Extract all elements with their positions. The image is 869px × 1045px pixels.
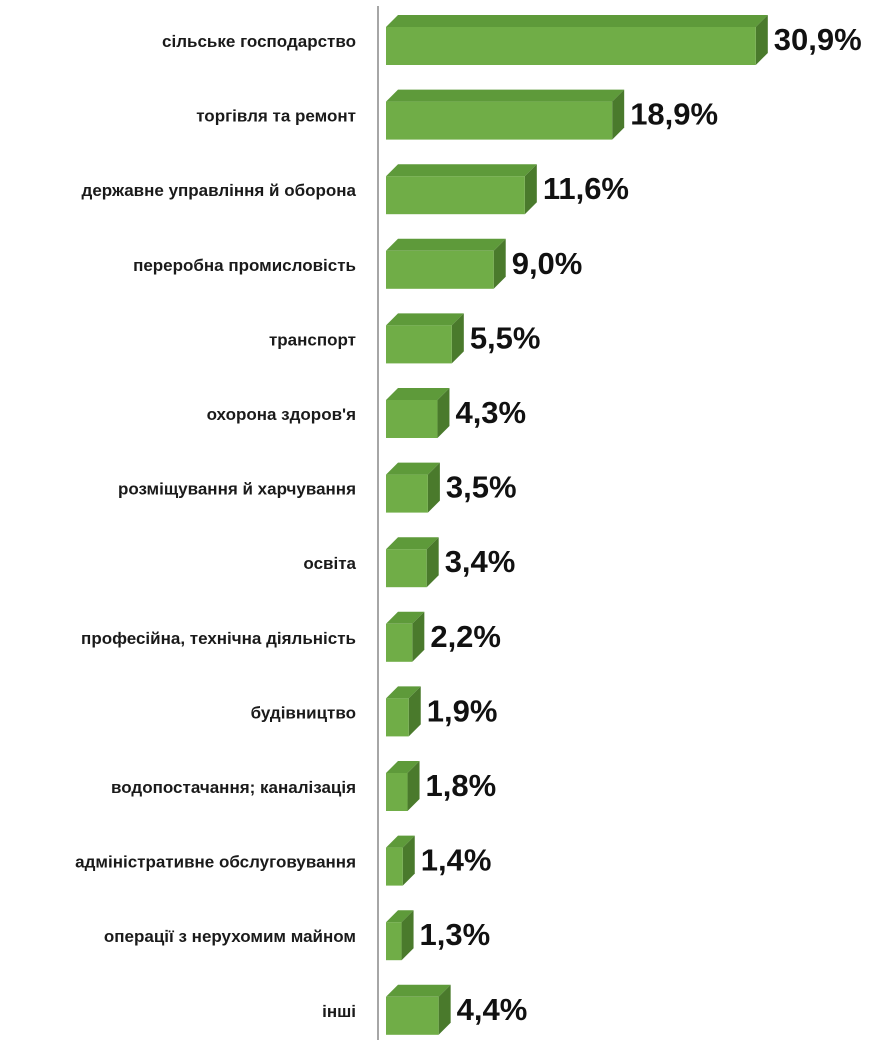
bar-top-face bbox=[386, 984, 451, 997]
bar-group bbox=[386, 910, 414, 961]
category-label: будівництво bbox=[251, 703, 356, 722]
value-label: 3,5% bbox=[446, 470, 517, 505]
bar-group bbox=[386, 611, 425, 662]
bars-layer bbox=[386, 15, 768, 1035]
category-label: професійна, технічна діяльність bbox=[81, 629, 356, 648]
value-label: 4,3% bbox=[455, 395, 526, 430]
bar-top-face bbox=[386, 89, 625, 102]
value-label: 5,5% bbox=[470, 320, 541, 355]
bar bbox=[386, 922, 402, 961]
labels-layer: сільське господарство 30,9% торгівля та ре… bbox=[75, 22, 862, 1027]
bar-side-face bbox=[755, 15, 768, 65]
bar-group bbox=[386, 835, 415, 886]
bar bbox=[386, 996, 439, 1035]
bar-top-face bbox=[386, 313, 464, 326]
bar bbox=[386, 250, 494, 289]
bar-side-face bbox=[524, 164, 537, 215]
bar bbox=[386, 623, 413, 662]
bar-group bbox=[386, 15, 768, 65]
value-label: 1,8% bbox=[426, 768, 497, 803]
bar bbox=[386, 474, 428, 513]
category-label: транспорт bbox=[269, 330, 356, 349]
bar-side-face bbox=[412, 611, 425, 662]
bar-group bbox=[386, 89, 625, 140]
bar bbox=[386, 101, 613, 140]
bar-group bbox=[386, 537, 439, 588]
bar-top-face bbox=[386, 611, 425, 624]
value-label: 11,6% bbox=[543, 171, 629, 206]
bar-group bbox=[386, 238, 506, 289]
value-label: 3,4% bbox=[445, 544, 516, 579]
bar-side-face bbox=[402, 835, 415, 886]
bar-top-face bbox=[386, 835, 415, 848]
bar bbox=[386, 698, 409, 737]
bar-top-face bbox=[386, 164, 537, 177]
category-label: водопостачання; каналізація bbox=[111, 778, 356, 797]
bar-side-face bbox=[438, 984, 451, 1035]
bar-side-face bbox=[451, 313, 464, 364]
bar-group bbox=[386, 462, 440, 513]
bar-side-face bbox=[437, 388, 450, 438]
bar-top-face bbox=[386, 761, 420, 773]
value-label: 18,9% bbox=[630, 97, 718, 132]
category-label: адміністративне обслуговування bbox=[75, 853, 356, 872]
bar-top-face bbox=[386, 686, 421, 699]
value-label: 9,0% bbox=[512, 246, 583, 281]
category-label: розміщування й харчування bbox=[118, 480, 356, 499]
bar bbox=[386, 27, 756, 65]
category-label: операції з нерухомим майном bbox=[104, 927, 356, 946]
bar-side-face bbox=[407, 761, 420, 811]
bar-group bbox=[386, 686, 421, 737]
value-label: 30,9% bbox=[774, 22, 862, 57]
bar-top-face bbox=[386, 15, 768, 27]
bar-group bbox=[386, 984, 451, 1035]
bar-top-face bbox=[386, 388, 450, 400]
bar bbox=[386, 176, 525, 215]
bar bbox=[386, 847, 403, 886]
category-label: торгівля та ремонт bbox=[196, 107, 356, 126]
bar-top-face bbox=[386, 910, 414, 923]
bar-side-face bbox=[612, 89, 625, 140]
bar-side-face bbox=[493, 238, 506, 289]
bar-side-face bbox=[427, 462, 440, 513]
bar-side-face bbox=[401, 910, 414, 961]
value-label: 1,9% bbox=[427, 693, 498, 728]
category-label: освіта bbox=[303, 554, 356, 573]
value-label: 2,2% bbox=[430, 619, 501, 654]
bar-side-face bbox=[408, 686, 421, 737]
bar bbox=[386, 325, 452, 364]
bar-top-face bbox=[386, 238, 506, 251]
bar-side-face bbox=[426, 537, 439, 588]
category-label: охорона здоров'я bbox=[207, 405, 356, 424]
category-label: сільське господарство bbox=[162, 32, 356, 51]
bar-group bbox=[386, 388, 450, 438]
bar bbox=[386, 549, 427, 588]
value-label: 4,4% bbox=[457, 992, 528, 1027]
value-label: 1,3% bbox=[420, 917, 491, 952]
bar-group bbox=[386, 313, 464, 364]
bar-group bbox=[386, 761, 420, 811]
bar-group bbox=[386, 164, 537, 215]
category-label: інші bbox=[322, 1002, 356, 1021]
bar-top-face bbox=[386, 537, 439, 550]
value-label: 1,4% bbox=[421, 843, 492, 878]
category-label: переробна промисловість bbox=[133, 256, 356, 275]
category-label: державне управління й оборона bbox=[82, 181, 357, 200]
bar bbox=[386, 400, 438, 438]
bar-top-face bbox=[386, 462, 440, 475]
bar bbox=[386, 773, 408, 811]
